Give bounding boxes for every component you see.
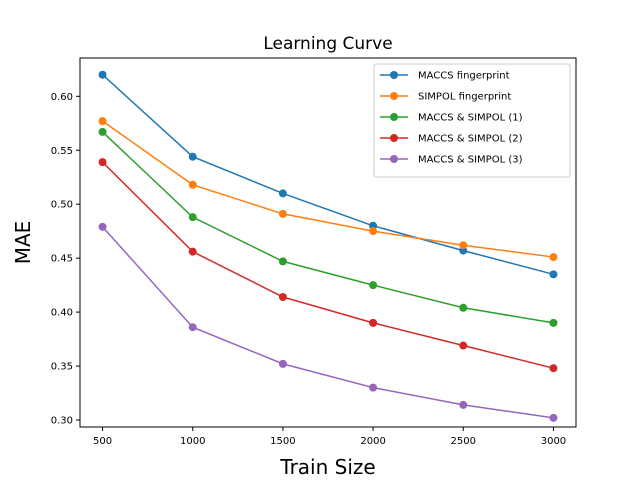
y-tick-label: 0.45	[51, 254, 73, 265]
data-point	[369, 227, 378, 236]
series-line	[102, 120, 554, 258]
data-point	[98, 158, 107, 167]
x-tick-label: 1500	[270, 436, 295, 447]
y-tick-label: 0.50	[51, 200, 73, 211]
data-point	[188, 247, 197, 256]
series-line	[102, 74, 554, 276]
data-point	[549, 253, 558, 262]
series-line	[102, 161, 554, 369]
data-point	[549, 318, 558, 327]
legend-item: MACCS & SIMPOL (2)	[380, 134, 523, 145]
legend-swatch-marker	[390, 113, 398, 121]
data-point	[188, 213, 197, 222]
x-tick-label: 2500	[451, 436, 476, 447]
data-point	[278, 359, 287, 368]
x-tick-label: 1000	[180, 436, 205, 447]
data-point	[98, 117, 107, 126]
x-tick-label: 500	[93, 436, 112, 447]
legend-swatch-marker	[390, 92, 398, 100]
legend-label: MACCS & SIMPOL (1)	[418, 113, 523, 124]
data-point	[98, 127, 107, 136]
y-tick-label: 0.35	[51, 362, 73, 373]
plot-area-frame	[79, 57, 577, 428]
series-group	[98, 158, 558, 373]
data-point	[278, 257, 287, 266]
legend: MACCS fingerprint SIMPOL fingerprint MACCS…	[373, 63, 571, 178]
legend-swatch-marker	[390, 155, 398, 163]
y-axis-title: MAE	[11, 221, 35, 265]
y-tick-label: 0.40	[51, 308, 73, 319]
x-tick-label: 3000	[541, 436, 566, 447]
legend-item: MACCS & SIMPOL (3)	[380, 155, 523, 166]
series-line	[102, 131, 554, 324]
data-point	[98, 70, 107, 79]
data-point	[459, 241, 468, 250]
data-point	[278, 189, 287, 198]
chart-title: Learning Curve	[263, 34, 392, 54]
ticks-layer: 500 1000 1500 2000 2500 3000 0.30 0.35 0.40 0.45 0…	[51, 92, 566, 447]
legend-item: MACCS & SIMPOL (1)	[380, 113, 523, 124]
legend-box	[373, 63, 571, 178]
legend-item: SIMPOL fingerprint	[380, 92, 511, 103]
data-point	[98, 222, 107, 231]
data-point	[549, 413, 558, 422]
data-point	[369, 281, 378, 290]
series-group	[98, 127, 558, 327]
data-point	[188, 152, 197, 161]
legend-label: MACCS fingerprint	[418, 71, 510, 82]
data-point	[369, 383, 378, 392]
x-axis-title: Train Size	[279, 455, 375, 479]
data-point	[278, 209, 287, 218]
data-point	[459, 341, 468, 350]
data-point	[188, 323, 197, 332]
legend-label: MACCS & SIMPOL (3)	[418, 155, 523, 166]
data-point	[459, 400, 468, 409]
data-point	[549, 270, 558, 279]
data-point	[188, 180, 197, 189]
x-tick-label: 2000	[360, 436, 385, 447]
legend-label: SIMPOL fingerprint	[418, 92, 511, 103]
legend-swatch-marker	[390, 134, 398, 142]
y-tick-label: 0.55	[51, 146, 73, 157]
series-group	[98, 117, 558, 262]
data-point	[278, 292, 287, 301]
y-tick-label: 0.30	[51, 415, 73, 426]
data-point	[459, 303, 468, 312]
legend-swatch-marker	[390, 71, 398, 79]
series-group	[98, 222, 558, 422]
series-line	[101, 226, 554, 419]
data-point	[369, 318, 378, 327]
y-tick-label: 0.60	[51, 92, 73, 103]
legend-item: MACCS fingerprint	[380, 71, 510, 82]
data-point	[549, 364, 558, 373]
series-layer	[98, 70, 558, 422]
legend-label: MACCS & SIMPOL (2)	[418, 134, 523, 145]
